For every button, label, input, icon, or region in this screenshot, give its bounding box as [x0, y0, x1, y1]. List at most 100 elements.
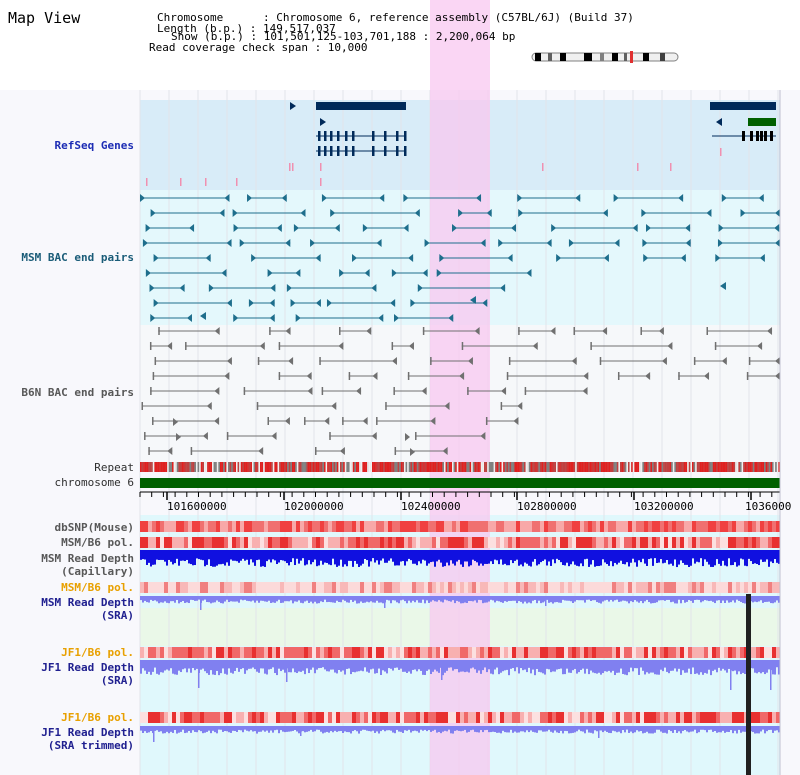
msm-b6-pol-cell	[180, 582, 184, 593]
msm-b6-pol-cell	[516, 582, 520, 593]
msm-b6-pol-cell	[140, 582, 144, 593]
b6n-bac-end	[775, 372, 780, 380]
track-label-msm-b6-pol-2[interactable]: MSM/B6 pol.	[61, 581, 134, 594]
jf1-sra-depth-bar	[540, 660, 542, 673]
msm-capillary-depth-bar	[214, 550, 216, 567]
jf1-sra-depth-bar	[366, 660, 368, 672]
msm-capillary-depth-bar	[234, 550, 236, 561]
repeat-element	[348, 462, 350, 472]
jf1-b6-pol-cell	[312, 712, 316, 723]
repeat-element	[770, 462, 772, 472]
repeat-element	[623, 462, 625, 472]
repeat-element	[311, 462, 313, 472]
jf1-trimmed-depth-bar	[212, 726, 214, 731]
dbsnp-cell	[160, 521, 164, 532]
dbsnp-cell	[220, 521, 224, 532]
track-label-refseq[interactable]: RefSeq Genes	[54, 139, 134, 152]
track-label-msm-depth-sra-1[interactable]: MSM Read Depth	[41, 596, 134, 609]
msm-sra-depth-bar	[496, 596, 498, 601]
track-label-jf1-depth-trim-1[interactable]: JF1 Read Depth	[41, 726, 134, 739]
repeat-element	[200, 462, 203, 472]
track-label-jf1-b6-pol-1[interactable]: JF1/B6 pol.	[61, 646, 134, 659]
dbsnp-cell	[156, 521, 160, 532]
msm-b6-pol-cell	[756, 582, 760, 593]
repeat-element	[216, 462, 219, 472]
jf1-sra-depth-bar	[724, 660, 726, 671]
msm-bac-end	[270, 284, 276, 292]
msm-bac-end	[200, 312, 206, 320]
track-label-jf1-b6-pol-2[interactable]: JF1/B6 pol.	[61, 711, 134, 724]
jf1-b6-pol-cell	[272, 712, 276, 723]
jf1-sra-depth-bar	[372, 660, 374, 669]
msm-capillary-depth-bar	[508, 550, 510, 566]
track-label-msm-bac[interactable]: MSM BAC end pairs	[21, 251, 134, 264]
msm-b6-pol-cell	[324, 582, 328, 593]
msm-capillary-depth-bar	[346, 550, 348, 567]
jf1-trimmed-depth-bar	[686, 726, 688, 732]
repeat-element	[423, 462, 425, 472]
msm-sra-depth-bar	[216, 596, 218, 601]
track-label-dbsnp[interactable]: dbSNP(Mouse)	[54, 521, 134, 534]
msm-capillary-depth-bar	[330, 550, 332, 566]
msm-capillary-depth-bar	[326, 550, 328, 563]
dbsnp-cell	[164, 521, 168, 532]
msm-b6-pol-cell	[688, 582, 692, 593]
repeat-element	[410, 462, 412, 472]
jf1-sra-depth-bar	[236, 660, 238, 668]
jf1-sra-depth-bar	[362, 660, 364, 672]
jf1-trimmed-depth-bar	[168, 726, 170, 734]
msm-bac-end	[142, 239, 148, 247]
msm-b6-pol-cell	[372, 537, 376, 548]
track-label-jf1-depth-sra-1[interactable]: JF1 Read Depth	[41, 661, 134, 674]
jf1-b6-pol-cell	[572, 647, 576, 658]
refseq-exon	[404, 146, 407, 156]
msm-sra-depth-bar	[462, 596, 464, 604]
b6n-bac-end	[372, 372, 378, 380]
jf1-sra-depth-bar	[696, 660, 698, 674]
jf1-trimmed-depth-bar	[228, 726, 230, 733]
jf1-sra-depth-bar	[302, 660, 304, 671]
msm-b6-pol-cell	[408, 537, 412, 548]
msm-capillary-depth-bar	[156, 550, 158, 560]
jf1-b6-pol-cell	[768, 647, 772, 658]
msm-capillary-depth-bar	[416, 550, 418, 566]
msm-capillary-depth-bar	[522, 550, 524, 567]
msm-sra-depth-bar	[150, 596, 152, 600]
track-label-msm-depth-cap-1[interactable]: MSM Read Depth	[41, 552, 134, 565]
msm-sra-depth-bar	[274, 596, 276, 603]
track-label-b6n-bac[interactable]: B6N BAC end pairs	[21, 386, 134, 399]
msm-capillary-depth-bar	[594, 550, 596, 567]
track-label-repeat[interactable]: Repeat	[94, 461, 134, 474]
jf1-b6-pol-cell	[396, 712, 400, 723]
msm-capillary-depth-bar	[404, 550, 406, 566]
track-label-msm-b6-pol-1[interactable]: MSM/B6 pol.	[61, 536, 134, 549]
jf1-sra-depth-bar	[768, 660, 770, 670]
b6n-bac-end	[442, 447, 448, 455]
msm-bac-end	[448, 314, 454, 322]
msm-capillary-depth-bar	[246, 550, 248, 560]
msm-sra-depth-bar	[454, 596, 456, 604]
b6n-bac-end	[306, 372, 312, 380]
msm-b6-pol-cell	[528, 537, 532, 548]
jf1-sra-depth-bar	[498, 660, 500, 675]
repeat-element	[170, 462, 172, 472]
jf1-trimmed-depth-bar	[366, 726, 368, 731]
msm-sra-depth-bar	[600, 596, 602, 604]
msm-b6-pol-cell	[732, 582, 736, 593]
msm-sra-depth-bar	[598, 596, 600, 603]
jf1-b6-pol-cell	[432, 647, 436, 658]
jf1-b6-pol-cell	[740, 712, 744, 723]
jf1-sra-depth-bar	[706, 660, 708, 674]
dbsnp-cell	[560, 521, 564, 532]
track-label-chromosome[interactable]: chromosome 6	[54, 476, 134, 489]
msm-capillary-depth-bar	[678, 550, 680, 565]
jf1-trimmed-depth-bar	[452, 726, 454, 734]
jf1-sra-depth-bar	[238, 660, 240, 672]
repeat-element	[522, 462, 524, 472]
dbsnp-cell	[508, 521, 512, 532]
jf1-b6-pol-cell	[772, 647, 776, 658]
msm-sra-depth-bar	[270, 596, 272, 603]
jf1-trimmed-depth-bar	[424, 726, 426, 730]
jf1-trimmed-depth-bar	[160, 726, 162, 732]
